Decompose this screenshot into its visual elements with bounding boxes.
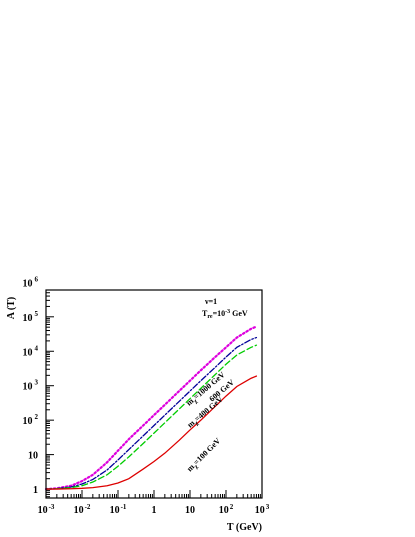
treheat-annotation: Tre=10-3 GeV [202,309,248,320]
y-tick-label: 10 4 [23,344,39,358]
x-tick-label: 102 [219,503,234,516]
y-tick-label: 10 6 [23,275,39,289]
series-line-2 [45,336,258,490]
y-axis-label: A (T) [6,297,17,320]
x-tick-label: 10-2 [74,503,91,516]
y-tick-label: 10 3 [23,379,39,393]
curves-layer [44,325,258,491]
y-tick-label: 10 [28,451,38,462]
series-line-3 [45,344,258,490]
series-line-4 [45,375,258,490]
x-tick-label: 103 [255,503,270,516]
x-tick-label: 1 [152,505,157,516]
x-tick-label: 10-1 [110,503,127,516]
y-tick-label: 10 2 [23,413,39,427]
x-tick-label: 10 [185,505,195,516]
plot-frame [45,289,263,499]
nu-annotation: ν=1 [204,297,217,306]
curve-label-100: mχ=100 GeV [185,436,224,475]
x-tick-label: 10-3 [38,503,55,516]
y-tick-label: 1 [33,485,38,496]
y-tick-label: 10 5 [23,310,39,324]
series-line-1 [44,325,258,491]
x-axis-label: T (GeV) [227,522,262,533]
